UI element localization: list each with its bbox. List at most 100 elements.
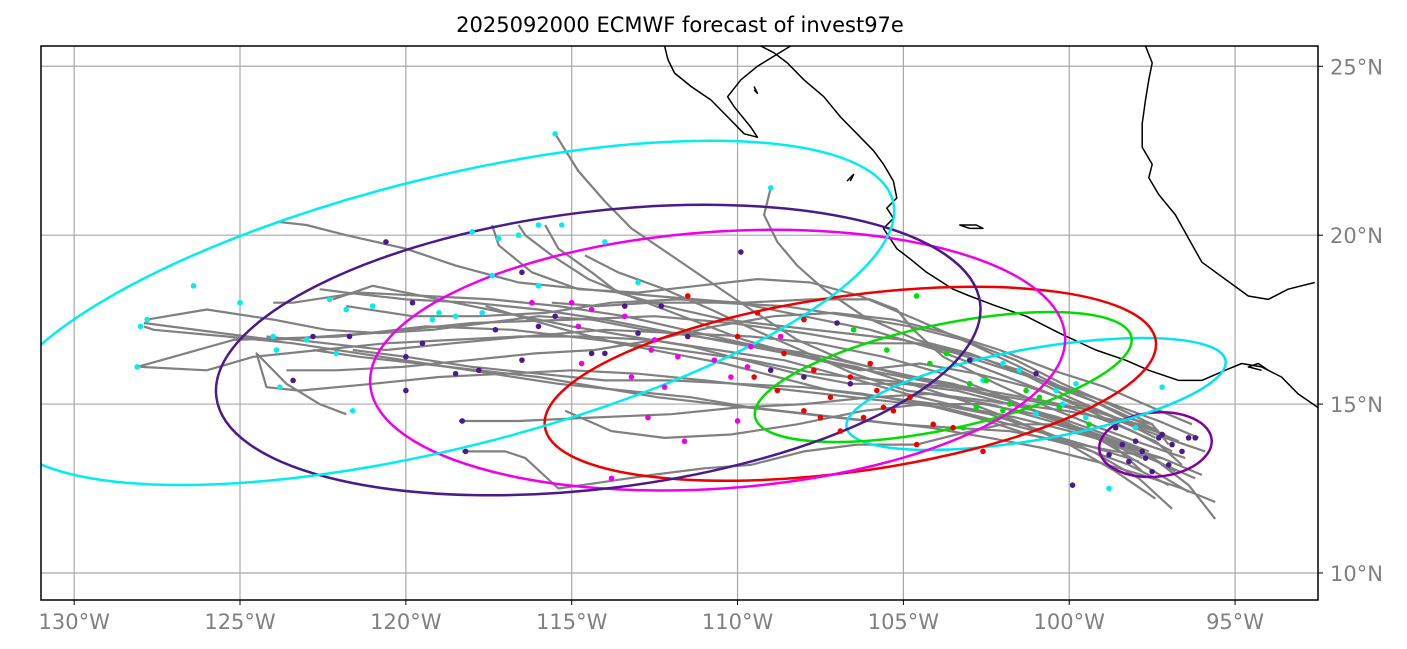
forecast-point	[1132, 438, 1139, 445]
forecast-point	[874, 387, 880, 394]
forecast-point	[519, 357, 525, 363]
forecast-point	[1169, 441, 1175, 448]
y-tick-label: 25°N	[1330, 55, 1383, 79]
forecast-point	[419, 340, 426, 347]
forecast-point	[369, 303, 376, 309]
forecast-point	[436, 310, 442, 316]
forecast-point	[492, 326, 499, 333]
forecast-point	[333, 350, 340, 357]
forecast-point	[310, 333, 316, 340]
forecast-point	[738, 249, 744, 255]
ensemble-track	[286, 311, 1193, 426]
forecast-point	[1069, 482, 1076, 488]
forecast-point	[867, 360, 874, 367]
coastline-segment	[753, 86, 759, 95]
forecast-point	[1142, 455, 1149, 461]
forecast-point	[943, 350, 950, 357]
uncertainty-ellipse	[1097, 411, 1213, 479]
forecast-point	[602, 350, 608, 357]
forecast-point	[1126, 458, 1132, 465]
forecast-point	[950, 424, 956, 431]
ensemble-tracks	[136, 133, 1217, 520]
forecast-point	[346, 333, 353, 340]
forecast-point	[834, 320, 840, 326]
forecast-point	[913, 293, 920, 299]
forecast-point	[277, 384, 283, 390]
forecast-point	[1185, 435, 1192, 441]
forecast-point	[1023, 387, 1029, 394]
ensemble-track	[584, 254, 1206, 453]
x-tick-label: 105°W	[868, 610, 940, 634]
forecast-point	[675, 353, 681, 360]
forecast-point	[754, 310, 761, 316]
forecast-point	[383, 239, 389, 245]
forecast-point	[409, 299, 416, 306]
forecast-point	[927, 360, 933, 367]
coastline-segment	[1141, 46, 1315, 301]
ensemble-track	[143, 325, 1216, 504]
forecast-point	[462, 448, 469, 455]
forecast-point	[588, 350, 595, 357]
forecast-point	[1086, 421, 1092, 428]
forecast-point	[1139, 448, 1146, 455]
forecast-point	[349, 408, 356, 414]
y-tick-label: 20°N	[1330, 224, 1383, 248]
uncertainty-ellipse	[41, 139, 896, 487]
forecast-point	[1192, 435, 1199, 441]
forecast-point	[728, 374, 734, 380]
forecast-point	[801, 408, 807, 414]
x-tick-label: 100°W	[1034, 610, 1106, 634]
forecast-point	[1000, 408, 1006, 414]
forecast-point	[429, 316, 436, 323]
forecast-point	[303, 337, 310, 343]
forecast-point	[651, 337, 658, 343]
x-tick-label: 110°W	[702, 610, 774, 634]
uncertainty-ellipse	[214, 203, 982, 497]
forecast-point	[801, 316, 807, 323]
forecast-point	[575, 323, 582, 330]
forecast-point	[529, 299, 535, 306]
forecast-point	[608, 475, 615, 482]
ensemble-track	[140, 335, 1163, 460]
forecast-point	[519, 269, 525, 276]
x-tick-label: 115°W	[536, 610, 608, 634]
chart-title: 2025092000 ECMWF forecast of invest97e	[456, 13, 904, 37]
ensemble-track	[551, 301, 1153, 426]
coastline-segment	[663, 46, 791, 138]
coastline-segment	[846, 173, 855, 182]
forecast-point	[734, 418, 741, 424]
forecast-point	[827, 394, 834, 401]
forecast-point	[960, 424, 966, 431]
forecast-point	[602, 239, 608, 245]
forecast-point	[237, 299, 243, 306]
forecast-point	[767, 367, 774, 374]
forecast-point	[1179, 448, 1185, 455]
forecast-point	[744, 364, 751, 370]
forecast-point	[1132, 424, 1139, 431]
ensemble-track	[266, 328, 1190, 493]
ensemble-track	[146, 308, 1157, 500]
coastlines	[663, 46, 1318, 409]
forecast-point	[635, 330, 641, 336]
forecast-point	[535, 323, 542, 330]
forecast-point	[479, 310, 485, 316]
y-tick-label: 10°N	[1330, 562, 1383, 586]
forecast-point	[884, 347, 890, 353]
forecast-point	[966, 357, 973, 363]
coastline-segment	[760, 46, 1318, 409]
uncertainty-ellipse	[845, 336, 1227, 452]
forecast-point	[1112, 424, 1119, 431]
forecast-point	[781, 350, 787, 357]
forecast-point	[459, 418, 466, 424]
forecast-point	[552, 131, 558, 137]
forecast-point	[403, 353, 409, 360]
forecast-point	[1000, 360, 1006, 367]
forecast-point	[751, 374, 757, 380]
y-tick-label: 15°N	[1330, 393, 1383, 417]
forecast-point	[568, 299, 575, 306]
forecast-point	[1159, 431, 1165, 438]
forecast-point	[847, 381, 854, 387]
forecast-point	[273, 347, 280, 353]
forecast-point	[801, 374, 807, 380]
